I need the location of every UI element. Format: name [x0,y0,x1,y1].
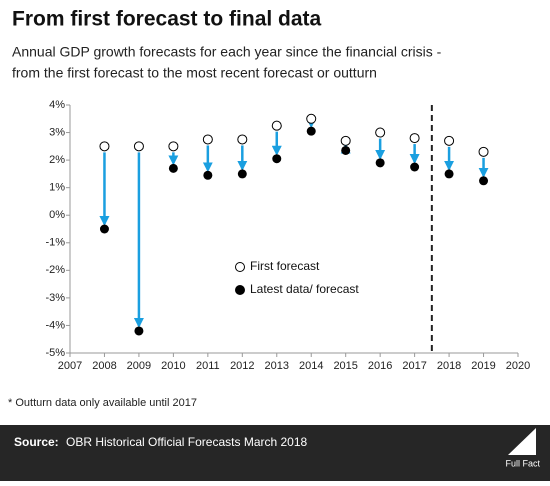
latest-data [99,224,109,234]
first-forecast [444,135,455,146]
latest-data [272,154,282,164]
logo-mark [508,428,536,455]
x-tick-label: 2010 [161,360,185,372]
y-tick-label: 4% [49,99,65,111]
x-tick-label: 2012 [230,360,254,372]
latest-data [479,176,489,186]
y-tick-label: -1% [45,237,65,249]
x-tick-label: 2007 [58,360,82,372]
x-tick-label: 2009 [127,360,151,372]
first-forecast [478,146,489,157]
x-tick-label: 2014 [299,360,323,372]
latest-data [375,158,385,168]
x-tick-label: 2011 [196,360,220,372]
first-forecast [237,134,248,145]
latest-data [306,126,316,136]
x-tick-label: 2016 [368,360,392,372]
latest-data [203,170,213,180]
y-tick-label: 0% [49,209,65,221]
x-tick-label: 2019 [471,360,495,372]
source: OBR Historical Official Forecasts March … [66,435,308,449]
x-tick-label: 2017 [402,360,426,372]
latest-data [444,169,454,179]
first-forecast [202,134,213,145]
first-forecast [133,141,144,152]
first-forecast [99,141,110,152]
subtitle: from the first forecast to the most rece… [12,65,377,81]
footer [0,425,550,481]
latest-data [168,163,178,173]
x-tick-label: 2015 [333,360,357,372]
logo: Full Fact [505,458,540,468]
subtitle: Annual GDP growth forecasts for each yea… [12,44,442,60]
latest-data [341,145,351,155]
x-tick-label: 2013 [265,360,289,372]
y-tick-label: 2% [49,154,65,166]
latest-data [237,169,247,179]
first-forecast [306,113,317,124]
legend-marker [235,285,245,295]
first-forecast [340,135,351,146]
y-tick-label: 1% [49,182,65,194]
x-tick-label: 2020 [506,360,530,372]
y-tick-label: 3% [49,126,65,138]
legend-marker [235,262,245,272]
first-forecast [271,120,282,131]
footnote: * Outturn data only available until 2017 [8,397,197,409]
latest-data [410,162,420,172]
first-forecast [409,133,420,144]
legend-label: First forecast [250,259,320,273]
y-tick-label: -4% [45,319,65,331]
chart-title: From first forecast to final data [12,8,322,31]
first-forecast [375,127,386,138]
source-label: Source: [14,435,59,449]
y-tick-label: -5% [45,347,65,359]
y-tick-label: -2% [45,264,65,276]
first-forecast [168,141,179,152]
x-tick-label: 2008 [92,360,116,372]
y-tick-label: -3% [45,292,65,304]
x-tick-label: 2018 [437,360,461,372]
legend-label: Latest data/ forecast [250,282,359,296]
latest-data [134,326,144,336]
